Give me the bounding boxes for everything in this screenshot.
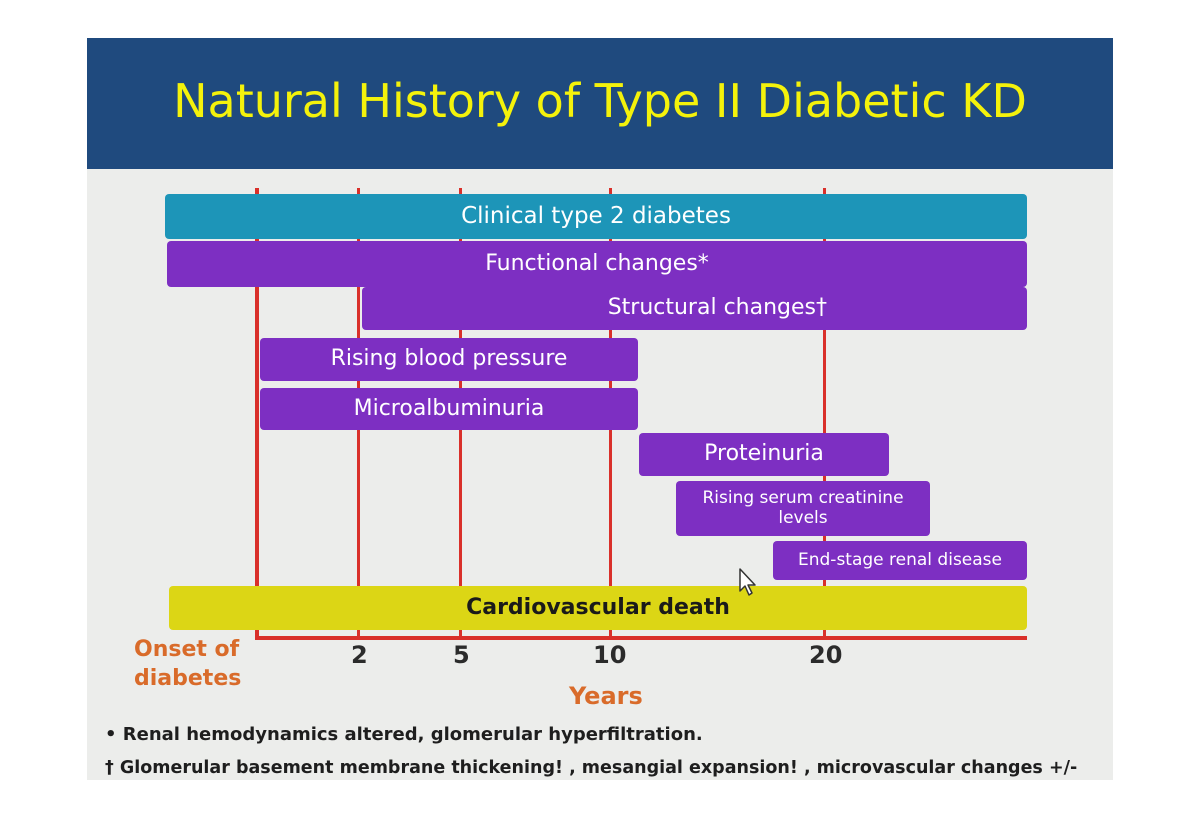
slide-title: Natural History of Type II Diabetic KD (173, 74, 1027, 128)
bar-cardiovascular-death: Cardiovascular death (169, 586, 1027, 630)
bar-structural-changes: Structural changes† (362, 287, 1027, 330)
bar-label: Functional changes* (485, 250, 709, 276)
slide: Natural History of Type II Diabetic KD C… (87, 38, 1113, 780)
title-bar: Natural History of Type II Diabetic KD (87, 38, 1113, 169)
bar-label: Microalbuminuria (353, 395, 545, 421)
x-axis-title: Years (569, 682, 643, 710)
bar-end-stage-renal-disease: End-stage renal disease (773, 541, 1027, 580)
bar-microalbuminuria: Microalbuminuria (260, 388, 638, 430)
gridline-20 (823, 188, 826, 638)
bar-label: Rising blood pressure (330, 346, 568, 372)
bar-rising-serum-creatinine: Rising serum creatinine levels (676, 481, 930, 536)
tick-label: 10 (593, 641, 627, 669)
bar-label: Proteinuria (704, 441, 824, 467)
footnote-1: • Renal hemodynamics altered, glomerular… (105, 724, 703, 745)
bar-rising-blood-pressure: Rising blood pressure (260, 338, 638, 381)
footnote-2: † Glomerular basement membrane thickenin… (105, 758, 1078, 778)
bar-proteinuria: Proteinuria (639, 433, 889, 476)
bar-clinical-type-2-diabetes: Clinical type 2 diabetes (165, 194, 1027, 239)
mouse-pointer-icon (739, 568, 756, 596)
bar-label: End-stage renal disease (798, 549, 1002, 570)
bar-label: Clinical type 2 diabetes (461, 202, 731, 229)
tick-label: 5 (453, 641, 470, 669)
x-axis-line (255, 636, 1027, 640)
bar-label: Cardiovascular death (466, 594, 730, 620)
tick-label: 2 (351, 641, 368, 669)
y-axis-line (255, 188, 259, 640)
bar-functional-changes: Functional changes* (167, 241, 1027, 287)
bar-label: Rising serum creatinine levels (702, 488, 904, 528)
origin-label: Onset of diabetes (134, 637, 242, 691)
bar-label: Structural changes† (607, 295, 827, 321)
tick-label: 20 (809, 641, 843, 669)
